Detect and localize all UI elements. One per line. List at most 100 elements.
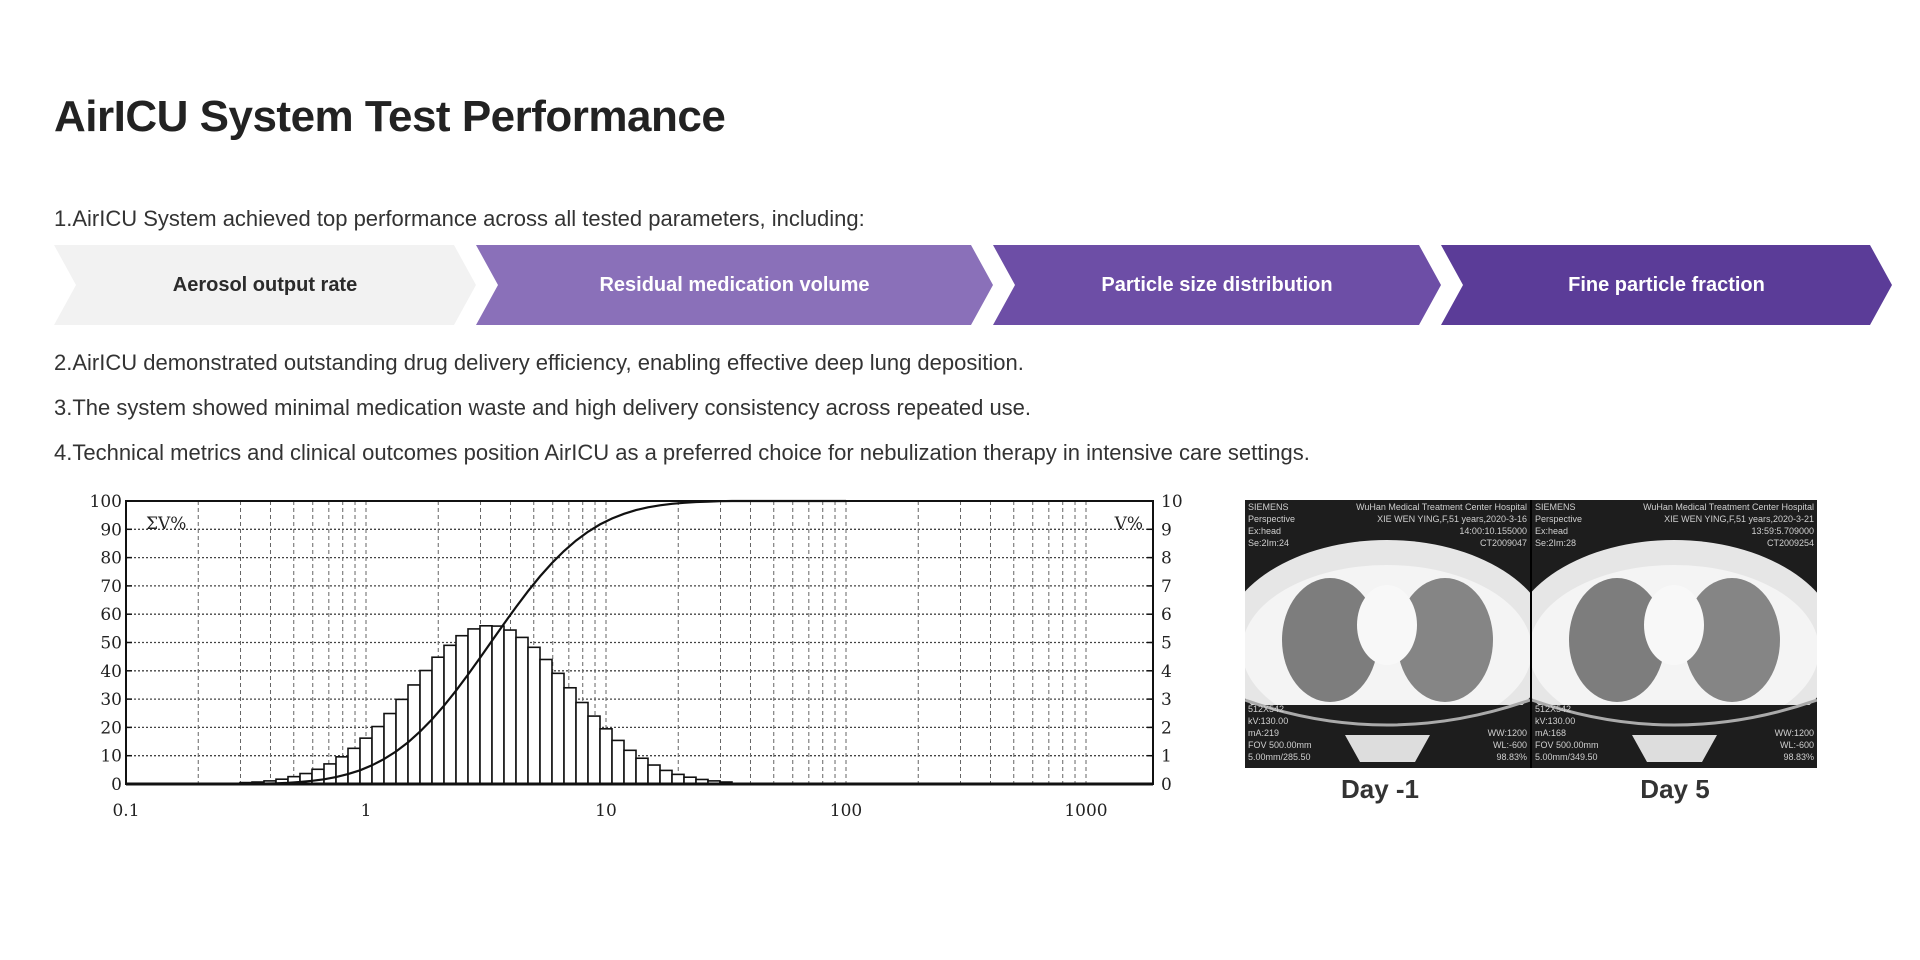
ct-overlay-text: 98.83% xyxy=(1496,752,1527,762)
histogram-bar xyxy=(395,698,409,785)
y-tick-label-right: 6 xyxy=(1161,605,1172,625)
ct-scan-comparison: SIEMENS Perspective Ex:head Se:2Im:24 WuHan … xyxy=(1245,500,1817,768)
histogram-bar xyxy=(431,656,445,785)
ct-overlay-text: XIE WEN YING,F,51 years,2020-3-21 xyxy=(1664,514,1814,524)
ct-overlay-text: Ex:head xyxy=(1535,526,1569,536)
y-tick-label-right: 10 xyxy=(1161,492,1183,512)
x-tick-label: 1000 xyxy=(1064,801,1107,821)
histogram-bar xyxy=(587,715,601,785)
ct-overlay-text: XIE WEN YING,F,51 years,2020-3-16 xyxy=(1377,514,1527,524)
ct-overlay-text: Perspective xyxy=(1535,514,1583,524)
ct-overlay-text: 98.83% xyxy=(1783,752,1814,762)
ct-overlay-text: WuHan Medical Treatment Center Hospital xyxy=(1643,502,1814,512)
y-tick-label-left: 100 xyxy=(90,492,122,512)
y-tick-label-left: 20 xyxy=(100,718,122,738)
histogram-bar xyxy=(467,628,481,785)
ct-scan-day-5: SIEMENS Perspective Ex:head Se:2Im:28 WuHan … xyxy=(1532,500,1817,768)
x-tick-label: 10 xyxy=(595,801,617,821)
point-4: 4.Technical metrics and clinical outcome… xyxy=(54,440,1310,465)
point-3: 3.The system showed minimal medication w… xyxy=(54,395,1032,420)
ct-overlay-text: SIEMENS xyxy=(1248,502,1289,512)
ct-overlay-text: WW:1200 xyxy=(1774,728,1814,738)
right-axis-label: V% xyxy=(1114,514,1143,534)
ct-overlay-text: CT2009254 xyxy=(1766,538,1814,548)
histogram-bar xyxy=(635,757,649,785)
histogram-bar xyxy=(575,701,589,785)
y-tick-label-right: 0 xyxy=(1161,775,1172,795)
histogram-bar xyxy=(515,636,529,785)
chevron-fine-particle-fraction: Fine particle fraction xyxy=(1441,245,1892,325)
ct-overlay-text: Se:2Im:24 xyxy=(1248,538,1290,548)
y-tick-label-left: 70 xyxy=(100,577,122,597)
ct-scan-day-minus-1: SIEMENS Perspective Ex:head Se:2Im:24 WuHan … xyxy=(1245,500,1530,768)
x-tick-label: 1 xyxy=(361,801,372,821)
ct-overlay-text: FOV 500.00mm xyxy=(1248,740,1312,750)
histogram-bar xyxy=(527,646,541,785)
y-tick-label-right: 8 xyxy=(1161,549,1172,569)
histogram-bar xyxy=(443,644,457,785)
histogram-bar xyxy=(623,749,637,785)
histogram-bar xyxy=(503,629,517,785)
chevron-aerosol-output-rate: Aerosol output rate xyxy=(54,245,476,325)
ct-overlay-text: 14:00:10.155000 xyxy=(1459,526,1527,536)
ct-overlay-text: 512X542 xyxy=(1248,704,1285,714)
intro-text: 1.AirICU System achieved top performance… xyxy=(54,206,865,231)
y-tick-label-left: 30 xyxy=(100,690,122,710)
histogram-bar xyxy=(491,625,505,785)
ct-overlay-text: WL:-600 xyxy=(1492,740,1527,750)
ct-overlay-text: FOV 500.00mm xyxy=(1535,740,1599,750)
y-tick-label-right: 7 xyxy=(1161,577,1172,597)
histogram-bar xyxy=(371,725,385,785)
histogram-bar xyxy=(419,669,433,785)
chevron-particle-size-distribution: Particle size distribution xyxy=(993,245,1441,325)
y-tick-label-right: 9 xyxy=(1161,520,1172,540)
histogram-bar xyxy=(347,747,361,785)
ct-overlay-text: kV:130.00 xyxy=(1248,716,1289,726)
ct-overlay-text: mA:219 xyxy=(1248,728,1280,738)
histogram-bar xyxy=(551,672,565,785)
ct-overlay-text: 13:59:5.709000 xyxy=(1751,526,1814,536)
y-tick-label-left: 50 xyxy=(100,634,122,654)
histogram-bar xyxy=(335,756,349,785)
histogram-bar xyxy=(311,768,325,785)
ct-overlay-text: mA:168 xyxy=(1535,728,1567,738)
ct-overlay-text: 512X542 xyxy=(1535,704,1572,714)
y-tick-label-left: 60 xyxy=(100,605,122,625)
ct-overlay-text: WuHan Medical Treatment Center Hospital xyxy=(1356,502,1527,512)
ct-overlay-text: CT2009047 xyxy=(1479,538,1527,548)
ct-overlay-text: Perspective xyxy=(1248,514,1296,524)
y-tick-label-right: 3 xyxy=(1161,690,1172,710)
histogram-bar xyxy=(359,737,373,785)
histogram-bar xyxy=(599,728,613,785)
ct-caption-day-5: Day 5 xyxy=(1640,774,1710,804)
ct-overlay-text: WW:1200 xyxy=(1487,728,1527,738)
ct-overlay-text: kV:130.00 xyxy=(1535,716,1576,726)
chevron-residual-medication-volume: Residual medication volume xyxy=(476,245,993,325)
ct-overlay-text: Se:2Im:28 xyxy=(1535,538,1577,548)
y-tick-label-left: 0 xyxy=(111,775,122,795)
histogram-bar xyxy=(647,764,661,785)
histogram-bar xyxy=(659,769,673,785)
point-2: 2.AirICU demonstrated outstanding drug d… xyxy=(54,350,1024,375)
y-tick-label-right: 2 xyxy=(1161,718,1172,738)
histogram-bar xyxy=(539,658,553,785)
y-tick-label-right: 5 xyxy=(1161,634,1172,654)
histogram-bar xyxy=(455,634,469,785)
ct-overlay-text: WL:-600 xyxy=(1779,740,1814,750)
ct-overlay-text: 5.00mm/285.50 xyxy=(1248,752,1311,762)
ct-overlay-text: SIEMENS xyxy=(1535,502,1576,512)
y-tick-label-left: 10 xyxy=(100,747,122,767)
histogram-bar xyxy=(563,686,577,785)
y-tick-label-left: 80 xyxy=(100,549,122,569)
left-axis-label: ΣV% xyxy=(146,514,186,534)
histogram-bar xyxy=(323,763,337,785)
histogram-bar xyxy=(383,712,397,785)
ct-caption-day-minus-1: Day -1 xyxy=(1340,774,1420,804)
ct-overlay-text: 5.00mm/349.50 xyxy=(1535,752,1598,762)
cumulative-curve xyxy=(239,499,846,786)
y-tick-label-right: 1 xyxy=(1161,747,1172,767)
histogram-bar xyxy=(611,739,625,785)
page-title: AirICU System Test Performance xyxy=(54,92,726,141)
x-tick-label: 0.1 xyxy=(112,801,139,821)
